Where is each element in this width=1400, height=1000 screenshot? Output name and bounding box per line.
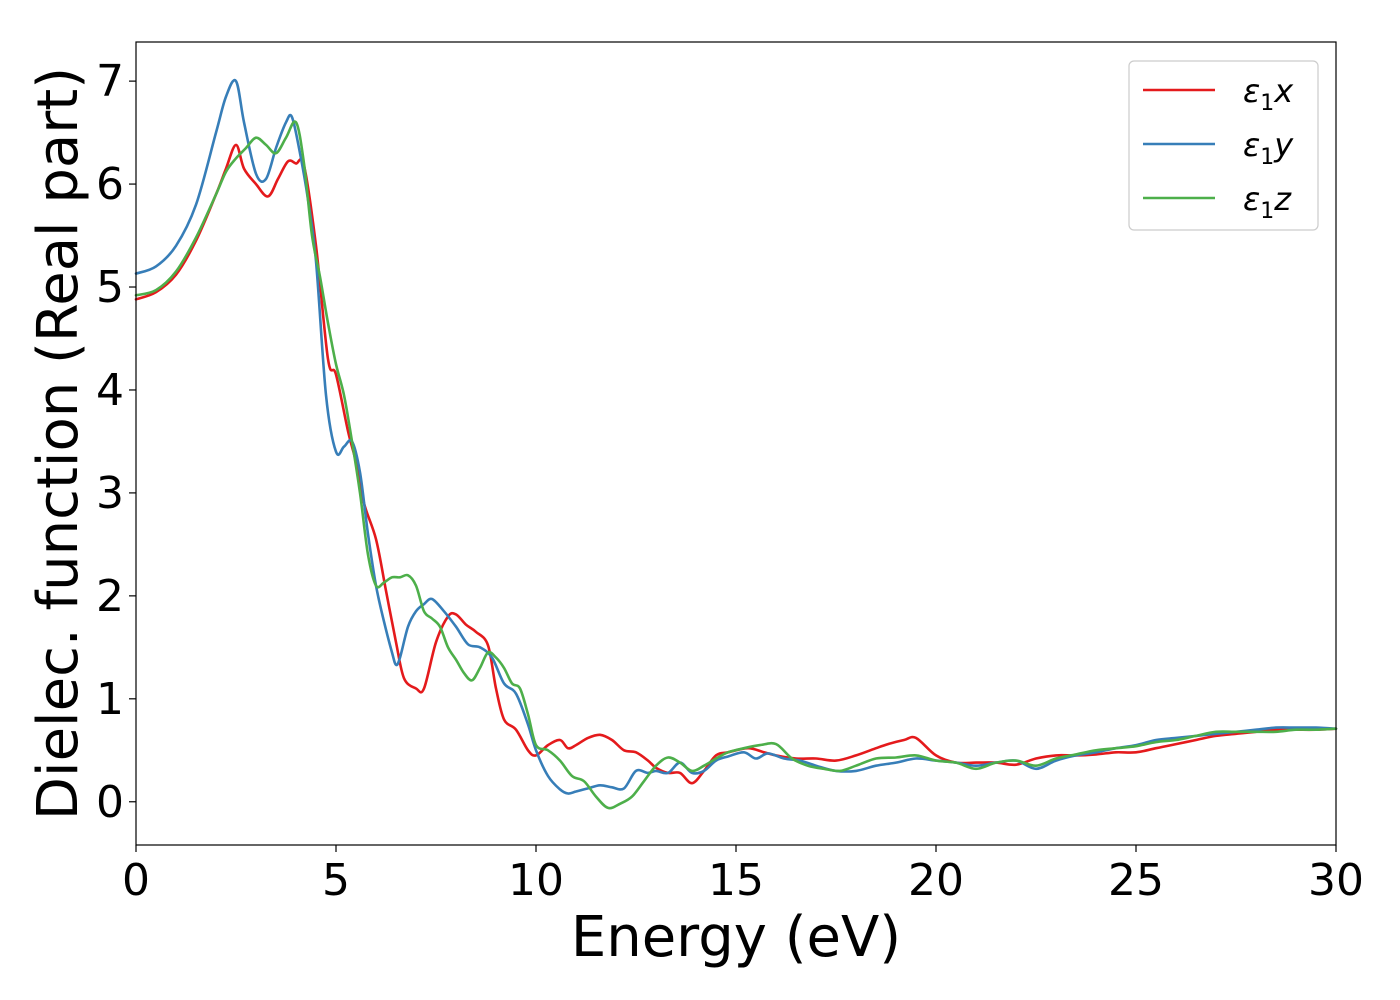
x-tick-label: 20: [908, 855, 964, 906]
y-tick-label: 5: [96, 262, 124, 313]
y-tick-label: 7: [96, 56, 124, 107]
legend-label-y: ε1y: [1243, 126, 1294, 170]
x-tick-label: 10: [508, 855, 564, 906]
series-layer: [134, 78, 1338, 810]
x-axis-ticks: 0 5 10 15 20 25 30: [122, 845, 1364, 906]
y-tick-label: 1: [96, 674, 124, 725]
series-line-z: [134, 120, 1338, 810]
x-axis-label: Energy (eV): [571, 905, 901, 970]
legend-label-z: ε1z: [1243, 180, 1292, 224]
y-tick-label: 4: [96, 365, 124, 416]
x-tick-label: 0: [122, 855, 150, 906]
y-axis-ticks: 0 1 2 3 4 5 6 7: [96, 56, 136, 828]
y-axis-label: Dielec. function (Real part): [26, 67, 91, 820]
y-tick-label: 0: [96, 777, 124, 828]
series-line-x: [134, 143, 1338, 785]
x-tick-label: 5: [322, 855, 350, 906]
x-tick-label: 30: [1308, 855, 1364, 906]
legend-label-x: ε1x: [1243, 72, 1294, 116]
y-tick-label: 2: [96, 571, 124, 622]
x-tick-label: 25: [1108, 855, 1164, 906]
legend-box: [1128, 60, 1319, 231]
legend: ε1x ε1y ε1z: [1128, 60, 1319, 231]
x-tick-label: 15: [708, 855, 764, 906]
y-tick-label: 3: [96, 468, 124, 519]
y-tick-label: 6: [96, 159, 124, 210]
